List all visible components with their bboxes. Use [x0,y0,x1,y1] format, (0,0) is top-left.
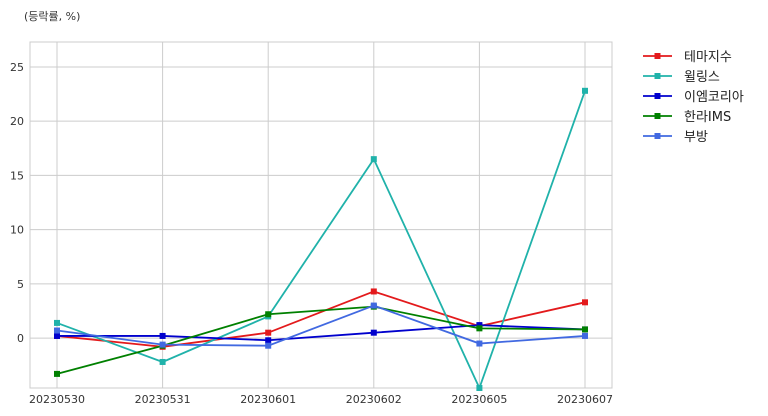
legend-swatch-marker [654,53,661,59]
legend-swatch-marker [654,73,661,79]
y-tick-label: 20 [10,115,24,128]
series-line [56,90,586,391]
legend-label: 이엠코리아 [684,90,744,105]
data-point [265,311,272,318]
data-point [54,370,60,377]
legend-label: 테마지수 [684,50,732,65]
data-point [265,342,272,349]
data-point [476,325,483,332]
x-tick-label: 20230531 [135,393,191,406]
plot-frame [29,41,613,389]
legend-label: 한라IMS [684,110,731,125]
legend-label: 부방 [684,130,708,145]
x-tick-label: 20230601 [240,393,296,406]
series-line [56,305,586,375]
y-axis-label: (등락률, %) [24,10,80,23]
x-tick-label: 20230602 [346,393,402,406]
data-point [370,288,377,295]
series-line [56,304,586,347]
legend-item: 한라IMS [643,110,731,125]
series-line [56,290,586,348]
legend-label: 윌링스 [684,70,720,85]
data-point [476,340,483,347]
y-tick-label: 25 [10,61,24,74]
data-point [54,327,60,334]
data-point [582,326,588,333]
legend-swatch-marker [654,93,661,99]
data-point [476,322,483,329]
data-point [582,332,588,339]
legend-item: 이엠코리아 [643,90,744,105]
x-tick-label: 20230530 [29,393,85,406]
legend-item: 부방 [643,130,708,145]
data-point [54,332,60,339]
x-tick-label: 20230605 [451,393,507,406]
series-윌링스 [54,87,588,391]
legend-swatch-marker [654,113,661,119]
legend-swatch-marker [654,133,661,139]
data-point [370,302,377,309]
data-point [476,385,483,391]
axis-layer: 0 5 10 15 20 25 20230530 20230531 20230601 202306… [10,61,613,406]
data-point [265,337,272,344]
legend-item: 테마지수 [643,50,732,65]
data-point [54,319,60,326]
y-tick-label: 0 [17,332,24,345]
series-부방 [54,302,588,349]
data-point [159,332,166,339]
data-point [582,87,588,94]
x-tick-label: 20230607 [557,393,613,406]
series-line [57,324,586,342]
series-layer [54,87,588,391]
data-point [159,358,166,365]
y-tick-label: 5 [17,278,24,291]
data-point [265,329,272,336]
data-point [159,341,166,348]
data-point [370,156,377,163]
y-tick-label: 10 [10,224,24,237]
legend-item: 윌링스 [643,70,720,85]
data-point [370,329,377,336]
data-point [582,299,588,306]
y-tick-label: 15 [10,169,24,182]
